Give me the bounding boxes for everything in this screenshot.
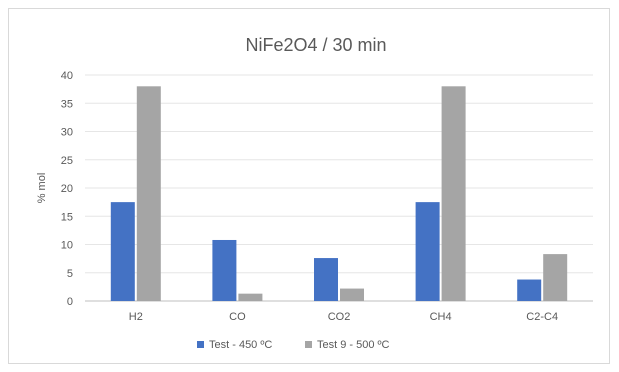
x-tick-label: CO bbox=[229, 311, 246, 323]
bar-h2-series-2 bbox=[136, 86, 161, 301]
y-tick-label: 20 bbox=[61, 183, 73, 195]
bar-chart: NiFe2O4 / 30 min % mol 0510152025303540 … bbox=[36, 35, 593, 351]
x-tick-labels: H2 CO CO2 CH4 C2-C4 bbox=[129, 311, 558, 323]
bar-co2-series-1 bbox=[314, 258, 338, 301]
x-tick-label: CH4 bbox=[430, 311, 452, 323]
y-tick-label: 0 bbox=[67, 296, 73, 308]
y-tick-label: 30 bbox=[61, 127, 73, 139]
chart-frame: NiFe2O4 / 30 min % mol 0 5 10 15 20 25 30 35 40 … bbox=[8, 8, 610, 364]
legend: Test - 450 ºC Test 9 - 500 ºC bbox=[197, 339, 390, 351]
legend-swatch bbox=[197, 341, 204, 348]
bar-h2-series-1 bbox=[110, 202, 135, 301]
bar-ch4-series-1 bbox=[415, 202, 440, 301]
x-tick-label: C2-C4 bbox=[526, 311, 558, 323]
bar-co-series-1 bbox=[212, 239, 237, 301]
y-tick-label: 15 bbox=[61, 211, 73, 223]
y-tick-label: 5 bbox=[67, 268, 73, 280]
y-tick-label: 40 bbox=[61, 70, 73, 82]
bar-co2-series-2 bbox=[340, 288, 364, 301]
bar-ch4-series-2 bbox=[441, 86, 466, 301]
chart-title: NiFe2O4 / 30 min bbox=[245, 35, 386, 55]
bar-c2-c4-series-1 bbox=[517, 279, 542, 301]
y-tick-label: 25 bbox=[61, 155, 73, 167]
y-tick-label: 35 bbox=[61, 98, 73, 110]
bar-c2-c4-series-2 bbox=[543, 254, 568, 301]
legend-label: Test - 450 ºC bbox=[209, 339, 272, 351]
y-tick-labels: 0 5 10 15 20 25 30 35 40 bbox=[61, 70, 73, 308]
legend-label: Test 9 - 500 ºC bbox=[317, 339, 390, 351]
grid-lines bbox=[85, 74, 593, 302]
x-tick-label: H2 bbox=[129, 311, 143, 323]
x-tick-label: CO2 bbox=[328, 311, 351, 323]
y-tick-label: 10 bbox=[61, 240, 73, 252]
bar-co-series-2 bbox=[238, 293, 263, 301]
y-axis-label: % mol bbox=[36, 173, 48, 204]
legend-swatch bbox=[305, 341, 312, 348]
bars bbox=[110, 86, 568, 301]
